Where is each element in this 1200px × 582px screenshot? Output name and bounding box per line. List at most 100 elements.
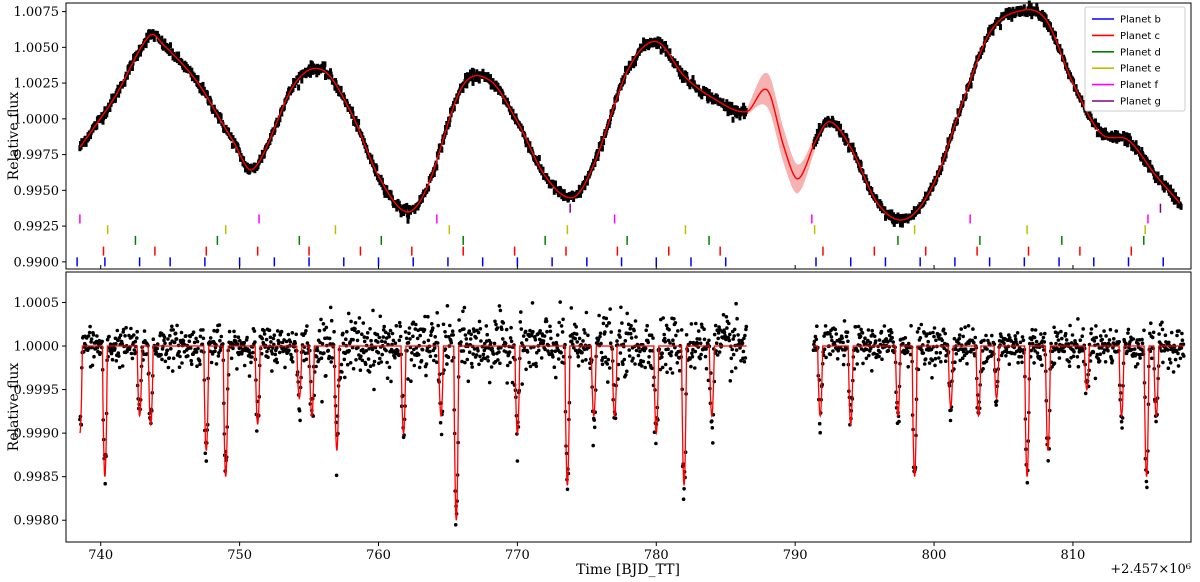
bottom-data-point [496,358,500,362]
bottom-data-point [397,320,402,325]
top-data-point [277,120,281,127]
top-data-point [841,129,845,136]
bottom-data-point [467,350,472,355]
top-data-point [629,64,632,71]
bottom-data-point [868,340,873,345]
bottom-data-point [1075,355,1080,359]
top-data-point [130,65,134,71]
bottom-data-point [420,347,425,352]
bottom-data-point [643,346,648,351]
bottom-data-point [1157,332,1161,336]
bottom-y-axis-label: Relative flux [6,363,22,452]
bottom-data-point [406,340,411,345]
bottom-data-point [731,352,736,357]
bottom-data-point [992,342,997,346]
bottom-data-point [939,359,943,364]
top-data-point [351,111,355,118]
bottom-data-point [1126,327,1131,332]
top-data-point [844,139,847,146]
bottom-data-point [813,334,818,339]
bottom-data-point [259,351,264,356]
bottom-data-point [1134,352,1138,356]
top-data-point [1017,6,1021,12]
bottom-data-point [432,346,437,350]
top-data-point [149,33,152,40]
bottom-data-point [474,353,479,357]
bottom-data-point [1068,323,1072,328]
bottom-data-point [165,348,170,353]
bottom-data-point [515,459,520,463]
bottom-data-point [422,340,426,345]
bottom-data-point [508,336,513,340]
top-data-point [180,58,184,65]
bottom-data-point [275,329,280,333]
bottom-data-point [439,432,444,437]
bottom-data-point [647,355,651,359]
bottom-data-point [698,341,703,346]
top-data-point [845,134,849,141]
bottom-data-point [952,336,957,341]
top-data-point [864,174,868,181]
bottom-data-point [1078,338,1083,343]
bottom-data-point [845,330,850,335]
bottom-data-point [1177,329,1181,333]
bottom-data-point [431,326,435,330]
bottom-data-point [319,356,324,361]
bottom-data-point [1110,359,1115,363]
top-data-point [926,194,930,201]
top-data-point [1100,127,1104,134]
bottom-data-point [953,347,958,352]
top-data-point [167,43,171,50]
bottom-data-point [1138,356,1142,360]
bottom-data-point [1083,391,1088,396]
top-data-point [1007,14,1011,20]
bottom-data-point [822,334,826,338]
bottom-data-point [661,316,665,320]
bottom-data-point [728,379,733,383]
top-data-point [268,139,272,146]
bottom-data-point [1072,350,1076,354]
bottom-data-point [1093,376,1098,381]
bottom-data-point [645,323,649,328]
top-data-point [1160,175,1164,182]
bottom-data-point [923,357,928,361]
bottom-data-point [529,345,533,350]
bottom-data-point [607,366,612,370]
bottom-data-point [481,352,486,357]
bottom-data-point [922,362,927,366]
bottom-data-point [345,329,349,334]
top-plot-frame [65,2,1192,270]
bottom-data-point [581,339,585,343]
bottom-data-point [181,339,186,343]
bottom-data-point [1094,335,1099,340]
bottom-data-point [434,360,439,365]
bottom-data-point [485,332,490,337]
bottom-data-point [1169,330,1174,335]
top-data-point [339,85,343,92]
bottom-data-point [958,358,962,363]
top-model-line-group [79,8,1181,221]
bottom-data-point [917,326,921,331]
bottom-data-point [1015,331,1020,335]
bottom-data-point [1059,329,1063,334]
bottom-data-point [533,335,537,339]
bottom-data-point [430,322,434,326]
top-data-point [1104,127,1107,134]
bottom-data-point [235,342,240,346]
top-data-point [577,184,581,191]
bottom-data-point [1076,317,1080,321]
bottom-data-point [599,350,604,355]
bottom-data-point [288,340,293,344]
bottom-data-point [171,356,176,361]
bottom-x-tick-label: 790 [783,548,808,563]
bottom-data-point [89,337,94,341]
bottom-data-point [1055,334,1059,339]
bottom-data-point [478,327,483,331]
bottom-data-point [262,328,266,333]
top-data-point [442,138,446,145]
bottom-data-point [505,363,510,368]
bottom-data-point [668,341,672,345]
top-data-point [537,155,541,161]
bottom-data-point [92,354,96,359]
top-data-point [405,202,409,209]
